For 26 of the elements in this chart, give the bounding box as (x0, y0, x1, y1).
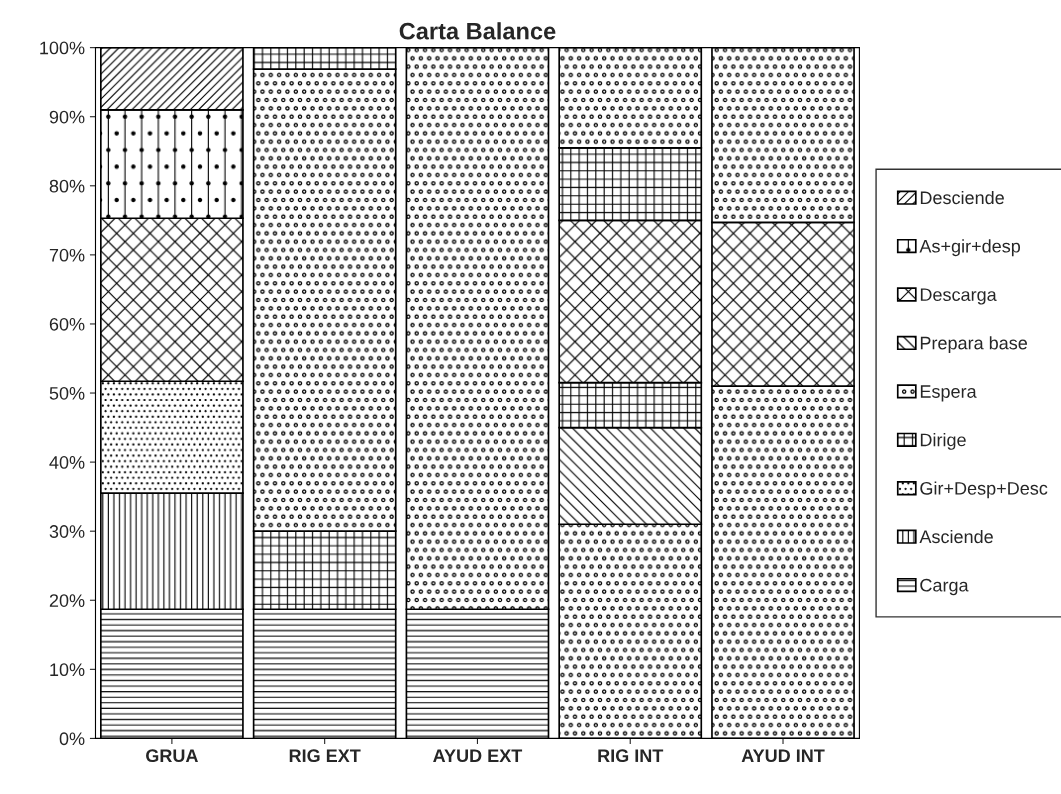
legend-label: Dirige (920, 433, 966, 450)
legend-label: Desciende (920, 190, 1004, 205)
legend-label: As+gir+desp (919, 239, 1021, 257)
y-tick-label: 50% (49, 386, 85, 400)
x-tick-label: RIG EXT (289, 749, 361, 763)
y-tick-label: 70% (49, 248, 85, 262)
x-tick-label: AYUD INT (741, 749, 825, 763)
y-tick-label: 30% (49, 525, 85, 538)
y-tick-label: 20% (49, 594, 85, 607)
legend-label: Gir+Desp+Desc (920, 481, 1048, 499)
y-tick-label: 0% (59, 732, 85, 746)
y-tick-label: 10% (50, 663, 85, 677)
legend-label: Prepara base (920, 336, 1028, 354)
y-tick-label: 40% (49, 456, 85, 469)
legend-label: Descarga (920, 288, 997, 305)
x-tick-label: AYUD EXT (433, 749, 523, 763)
y-tick-label: 80% (49, 179, 85, 193)
y-tick-label: 90% (49, 110, 85, 124)
y-tick-label: 60% (49, 317, 85, 331)
x-tick-label: RIG INT (598, 749, 664, 763)
x-tick-label: GRUA (146, 749, 198, 763)
legend-label: Espera (920, 385, 977, 402)
legend-label: Carga (920, 578, 969, 596)
y-tick-label: 100% (40, 41, 85, 55)
legend-label: Asciende (919, 529, 993, 544)
chart-title: Carta Balance (399, 22, 556, 40)
